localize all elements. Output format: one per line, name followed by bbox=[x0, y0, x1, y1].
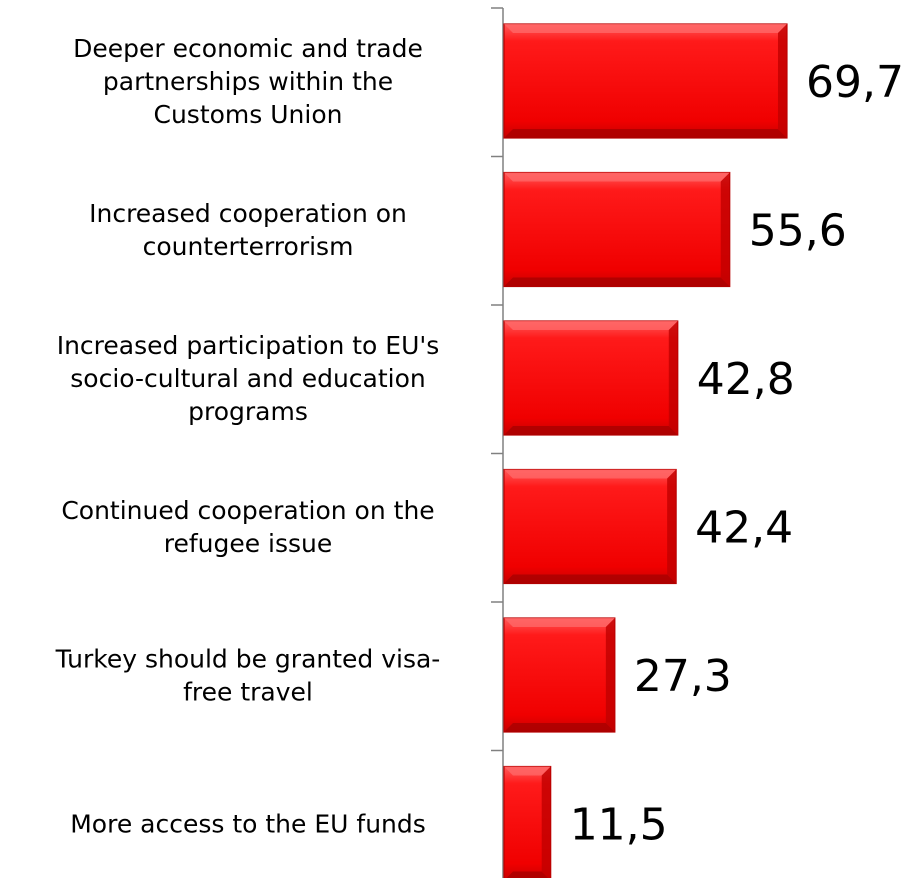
value-label: 42,8 bbox=[697, 354, 795, 405]
bar-bevel-bottom bbox=[504, 277, 730, 287]
bar-body bbox=[503, 23, 788, 139]
category-label-line: Continued cooperation on the bbox=[61, 496, 434, 525]
category-label: Continued cooperation on the refugee issu… bbox=[61, 496, 434, 558]
bar-bevel-bottom bbox=[504, 574, 677, 584]
category-label: Increased participation to EU's socio-cul… bbox=[57, 331, 440, 426]
bar-bevel-right bbox=[720, 172, 730, 287]
bar-bevel-bottom bbox=[504, 723, 615, 732]
category-label-line: More access to the EU funds bbox=[70, 810, 426, 839]
bar-bevel-top bbox=[504, 469, 677, 479]
category-label-line: counterterrorism bbox=[143, 232, 354, 261]
value-label: 69,7 bbox=[806, 57, 904, 108]
bar-body bbox=[503, 320, 679, 436]
category-label-line: refugee issue bbox=[164, 529, 333, 558]
bar-bevel-right bbox=[605, 618, 615, 732]
bar-bevel-right bbox=[667, 469, 677, 584]
value-label: 11,5 bbox=[570, 800, 668, 851]
bar-bevel-right bbox=[668, 321, 678, 435]
bar-bevel-top bbox=[504, 172, 730, 182]
bar-bevel-bottom bbox=[504, 129, 787, 138]
bar-body bbox=[503, 617, 616, 733]
category-label-line: Deeper economic and trade bbox=[73, 34, 423, 63]
bar-body bbox=[503, 468, 677, 585]
category-label-line: socio-cultural and education bbox=[70, 364, 426, 393]
category-label-line: programs bbox=[188, 397, 308, 426]
bar bbox=[503, 468, 677, 585]
category-label: Deeper economic and trade partnerships wi… bbox=[73, 34, 423, 129]
bar-bevel-bottom bbox=[504, 426, 678, 435]
bar-bevel-bottom bbox=[506, 871, 549, 878]
bar-bevel-right bbox=[541, 766, 551, 878]
bar-bevel-top bbox=[504, 766, 551, 776]
bar-bevel-top bbox=[504, 24, 787, 33]
category-label-line: Increased cooperation on bbox=[89, 199, 407, 228]
bar-bevel-top bbox=[504, 321, 678, 330]
bar-bevel-top bbox=[504, 618, 615, 627]
bar bbox=[503, 320, 679, 436]
bar bbox=[503, 171, 731, 288]
bar bbox=[503, 765, 552, 878]
bar-body bbox=[503, 171, 731, 288]
category-label-line: Turkey should be granted visa- bbox=[55, 645, 441, 674]
value-label: 42,4 bbox=[695, 503, 793, 554]
category-label: More access to the EU funds bbox=[70, 810, 426, 839]
value-label: 55,6 bbox=[749, 206, 847, 257]
category-label-line: Customs Union bbox=[154, 100, 343, 129]
category-label-line: free travel bbox=[183, 678, 313, 707]
value-label: 27,3 bbox=[634, 651, 732, 702]
category-label-line: Increased participation to EU's bbox=[57, 331, 440, 360]
bar bbox=[503, 23, 788, 139]
bar bbox=[503, 617, 616, 733]
bar-bevel-right bbox=[777, 24, 787, 138]
category-label-line: partnerships within the bbox=[103, 67, 393, 96]
category-label: Increased cooperation on counterterrorism bbox=[89, 199, 407, 261]
category-label: Turkey should be granted visa-free trave… bbox=[55, 645, 441, 707]
